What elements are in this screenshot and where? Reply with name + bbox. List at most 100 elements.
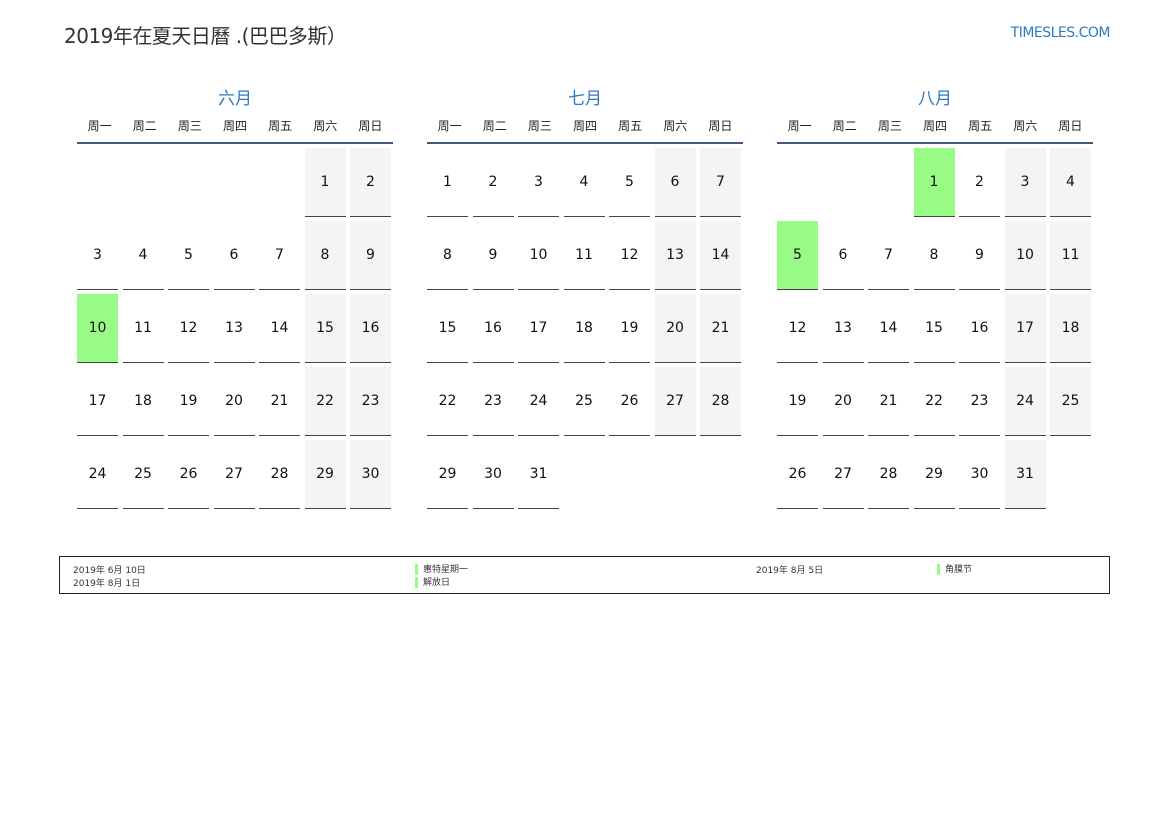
day-cell[interactable]: 8 [427,221,468,290]
day-cell[interactable]: 12 [168,294,209,363]
day-cell[interactable]: 3 [77,221,118,290]
day-cell[interactable]: 16 [959,294,1000,363]
day-cell[interactable]: 15 [913,294,955,363]
day-cell[interactable]: 9 [472,221,514,290]
day-cell[interactable]: 5 [168,221,209,290]
day-cell[interactable]: 4 [563,148,605,217]
day-cell[interactable]: 19 [609,294,650,363]
day-cell[interactable]: 18 [1050,294,1091,363]
day-cell[interactable]: 23 [472,367,514,436]
day-cell[interactable]: 21 [259,367,300,436]
empty-cell [214,148,255,216]
day-cell[interactable]: 22 [913,367,955,436]
day-cell[interactable]: 23 [959,367,1000,436]
day-cell[interactable]: 13 [822,294,864,363]
weekday-label: 周五 [618,119,643,133]
day-cell[interactable]: 15 [304,294,346,363]
day-cell[interactable]: 9 [959,221,1000,290]
day-cell[interactable]: 6 [654,148,696,217]
day-cell[interactable]: 30 [350,440,391,509]
day-cell[interactable]: 27 [213,440,255,509]
day-cell[interactable]: 26 [609,367,650,436]
weekday-label: 周三 [877,119,902,133]
day-cell[interactable]: 1 [304,148,346,217]
weekday-label: 周日 [358,119,383,133]
day-cell[interactable]: 27 [822,440,864,509]
day-cell[interactable]: 19 [168,367,209,436]
day-cell[interactable]: 30 [959,440,1000,509]
day-cell[interactable]: 7 [259,221,300,290]
day-cell[interactable]: 26 [168,440,209,509]
day-cell[interactable]: 14 [868,294,909,363]
day-cell[interactable]: 29 [304,440,346,509]
day-cell[interactable]: 18 [563,294,605,363]
day-cell[interactable]: 13 [213,294,255,363]
day-cell[interactable]: 16 [472,294,514,363]
day-cell[interactable]: 8 [304,221,346,290]
day-cell[interactable]: 10 [1004,221,1046,290]
day-cell[interactable]: 17 [77,367,118,436]
day-cell[interactable]: 1 [913,148,955,217]
day-cell[interactable]: 22 [304,367,346,436]
day-cell[interactable]: 10 [518,221,559,290]
day-cell[interactable]: 27 [654,367,696,436]
day-cell[interactable]: 25 [1050,367,1091,436]
legend-name: 解放日 [423,578,451,588]
day-cell[interactable]: 29 [913,440,955,509]
day-cell[interactable]: 15 [427,294,468,363]
day-cell[interactable]: 11 [1050,221,1091,290]
day-cell[interactable]: 16 [350,294,391,363]
day-cell[interactable]: 2 [472,148,514,217]
day-cell[interactable]: 4 [122,221,164,290]
day-cell[interactable]: 24 [518,367,559,436]
day-cell[interactable]: 29 [427,440,468,509]
day-cell[interactable]: 28 [259,440,300,509]
day-cell[interactable]: 14 [700,221,741,290]
day-cell[interactable]: 20 [822,367,864,436]
day-cell[interactable]: 11 [563,221,605,290]
day-cell[interactable]: 8 [913,221,955,290]
day-cell[interactable]: 21 [700,294,741,363]
day-cell[interactable]: 3 [518,148,559,217]
day-cell[interactable]: 28 [868,440,909,509]
day-cell[interactable]: 20 [213,367,255,436]
day-cell[interactable]: 24 [77,440,118,509]
day-cell[interactable]: 6 [213,221,255,290]
day-cell[interactable]: 25 [122,440,164,509]
day-cell[interactable]: 1 [427,148,468,217]
day-cell[interactable]: 5 [609,148,650,217]
empty-cell [868,148,909,216]
day-cell[interactable]: 12 [609,221,650,290]
day-cell[interactable]: 26 [777,440,818,509]
day-cell[interactable]: 17 [1004,294,1046,363]
day-cell[interactable]: 19 [777,367,818,436]
day-cell[interactable]: 7 [868,221,909,290]
day-cell[interactable]: 14 [259,294,300,363]
day-cell[interactable]: 28 [700,367,741,436]
day-cell[interactable]: 6 [822,221,864,290]
day-cell[interactable]: 5 [777,221,818,290]
day-cell[interactable]: 9 [350,221,391,290]
day-cell[interactable]: 2 [350,148,391,217]
day-cell[interactable]: 10 [77,294,118,363]
day-cell[interactable]: 4 [1050,148,1091,217]
day-cell[interactable]: 24 [1004,367,1046,436]
day-cell[interactable]: 31 [1004,440,1046,509]
day-cell[interactable]: 22 [427,367,468,436]
day-cell[interactable]: 25 [563,367,605,436]
day-cell[interactable]: 2 [959,148,1000,217]
site-brand-link[interactable]: TIMESLES.COM [1010,25,1111,41]
day-cell[interactable]: 20 [654,294,696,363]
day-cell[interactable]: 11 [122,294,164,363]
weekday-label: 周日 [708,119,733,133]
day-cell[interactable]: 21 [868,367,909,436]
day-cell[interactable]: 3 [1004,148,1046,217]
day-cell[interactable]: 13 [654,221,696,290]
day-cell[interactable]: 23 [350,367,391,436]
day-cell[interactable]: 18 [122,367,164,436]
day-cell[interactable]: 31 [518,440,559,509]
day-cell[interactable]: 12 [777,294,818,363]
day-cell[interactable]: 7 [700,148,741,217]
day-cell[interactable]: 17 [518,294,559,363]
day-cell[interactable]: 30 [472,440,514,509]
